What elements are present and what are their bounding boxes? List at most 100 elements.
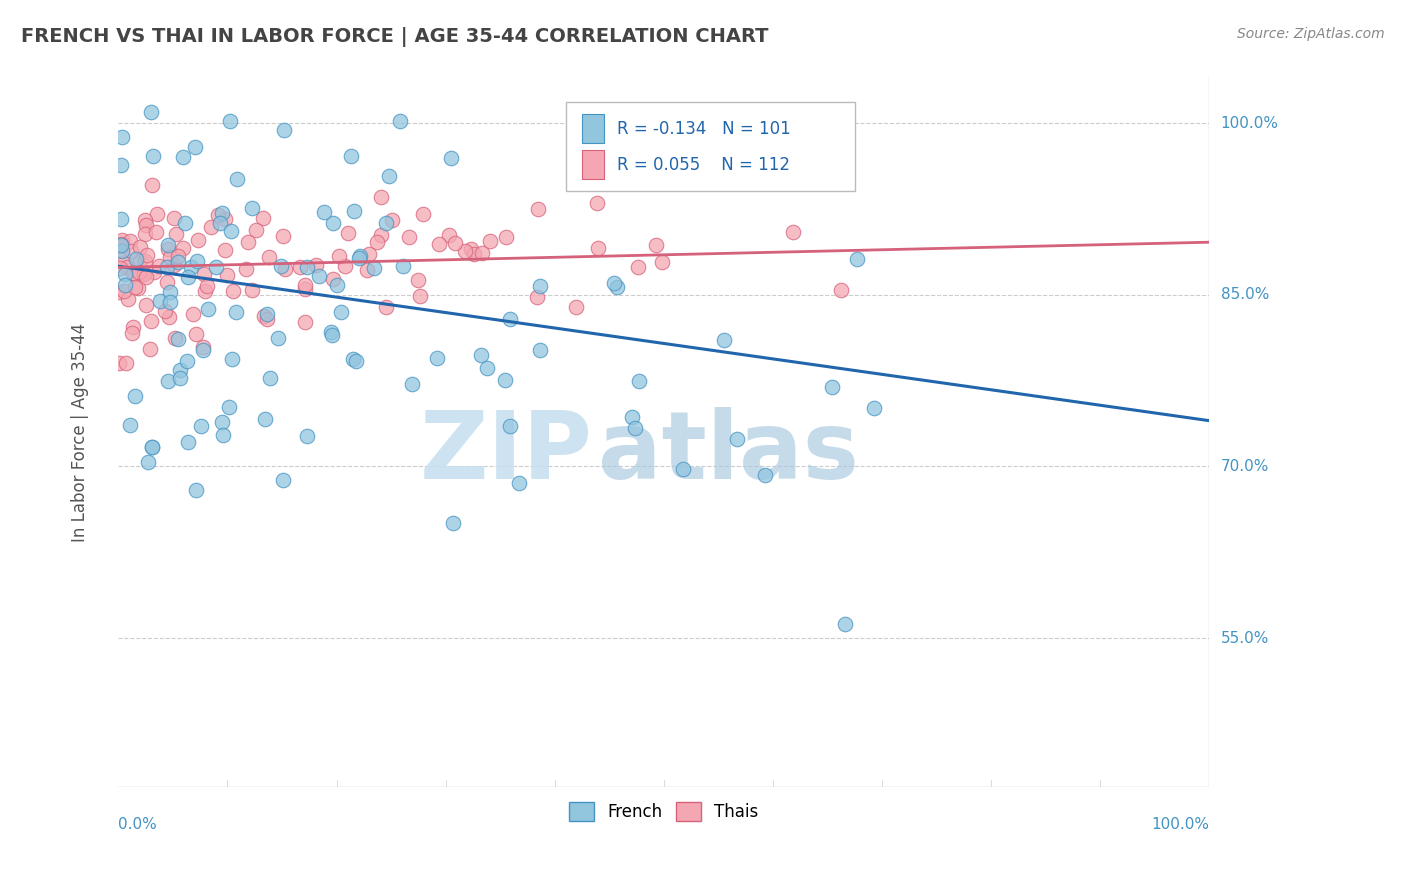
Thais: [141, 178, 163, 192]
French: [225, 304, 247, 318]
French: [141, 440, 163, 454]
FancyBboxPatch shape: [565, 103, 855, 191]
French: [401, 377, 423, 392]
Thais: [406, 273, 429, 287]
French: [314, 205, 336, 219]
French: [308, 269, 330, 284]
Thais: [294, 277, 316, 292]
Thais: [644, 238, 666, 252]
Text: Source: ZipAtlas.com: Source: ZipAtlas.com: [1237, 27, 1385, 41]
Thais: [167, 249, 190, 263]
Thais: [463, 247, 485, 261]
French: [110, 238, 132, 252]
French: [169, 371, 191, 385]
Thais: [112, 256, 135, 270]
Text: R = 0.055    N = 112: R = 0.055 N = 112: [617, 155, 790, 174]
French: [378, 169, 401, 183]
Thais: [782, 225, 804, 239]
Thais: [195, 279, 218, 293]
French: [157, 237, 180, 252]
Thais: [381, 213, 404, 227]
French: [326, 277, 349, 292]
French: [211, 415, 233, 429]
Thais: [651, 255, 673, 269]
Thais: [134, 227, 156, 241]
French: [470, 348, 492, 362]
French: [346, 354, 368, 368]
French: [124, 252, 146, 266]
Thais: [240, 283, 263, 297]
French: [141, 440, 163, 454]
French: [624, 421, 647, 435]
FancyBboxPatch shape: [582, 151, 605, 178]
Thais: [294, 282, 316, 296]
Thais: [156, 243, 179, 257]
Thais: [122, 320, 145, 334]
French: [254, 412, 277, 426]
Thais: [120, 235, 142, 249]
French: [391, 259, 413, 273]
Thais: [193, 340, 215, 354]
French: [499, 419, 522, 434]
French: [212, 427, 235, 442]
French: [166, 332, 188, 346]
French: [295, 429, 318, 443]
Thais: [305, 258, 328, 272]
French: [475, 360, 498, 375]
French: [208, 216, 231, 230]
Thais: [163, 211, 186, 225]
Legend: French, Thais: French, Thais: [561, 794, 766, 830]
Thais: [336, 226, 359, 240]
Thais: [471, 245, 494, 260]
Thais: [565, 300, 588, 314]
Thais: [122, 266, 145, 280]
Thais: [257, 250, 280, 264]
Thais: [153, 304, 176, 318]
Thais: [221, 284, 243, 298]
Thais: [375, 300, 398, 314]
Thais: [236, 235, 259, 249]
Text: 100.0%: 100.0%: [1220, 116, 1278, 131]
Thais: [627, 260, 650, 275]
Thais: [526, 290, 548, 304]
Text: 0.0%: 0.0%: [118, 817, 157, 832]
Thais: [146, 207, 169, 221]
Thais: [527, 202, 550, 216]
Thais: [495, 230, 517, 244]
French: [169, 363, 191, 377]
Thais: [163, 331, 186, 345]
Thais: [328, 249, 350, 263]
French: [205, 260, 228, 274]
French: [845, 252, 868, 266]
French: [713, 333, 735, 347]
French: [347, 251, 370, 265]
French: [821, 380, 844, 394]
Thais: [163, 259, 186, 273]
Thais: [165, 227, 187, 241]
Thais: [121, 326, 143, 340]
Thais: [193, 267, 215, 281]
French: [321, 328, 343, 343]
French: [342, 351, 364, 366]
Text: FRENCH VS THAI IN LABOR FORCE | AGE 35-44 CORRELATION CHART: FRENCH VS THAI IN LABOR FORCE | AGE 35-4…: [21, 27, 769, 46]
Thais: [108, 239, 131, 253]
Thais: [215, 268, 238, 282]
Thais: [134, 213, 156, 227]
Thais: [398, 230, 420, 244]
French: [259, 371, 281, 385]
French: [166, 255, 188, 269]
French: [149, 293, 172, 308]
Text: 70.0%: 70.0%: [1220, 459, 1268, 474]
Thais: [172, 241, 194, 255]
Text: 100.0%: 100.0%: [1152, 817, 1209, 832]
French: [297, 260, 319, 274]
French: [725, 432, 748, 446]
French: [863, 401, 886, 416]
French: [339, 149, 361, 163]
Thais: [830, 283, 852, 297]
Thais: [356, 263, 378, 277]
French: [159, 294, 181, 309]
French: [176, 353, 198, 368]
Thais: [148, 259, 170, 273]
French: [363, 260, 385, 275]
